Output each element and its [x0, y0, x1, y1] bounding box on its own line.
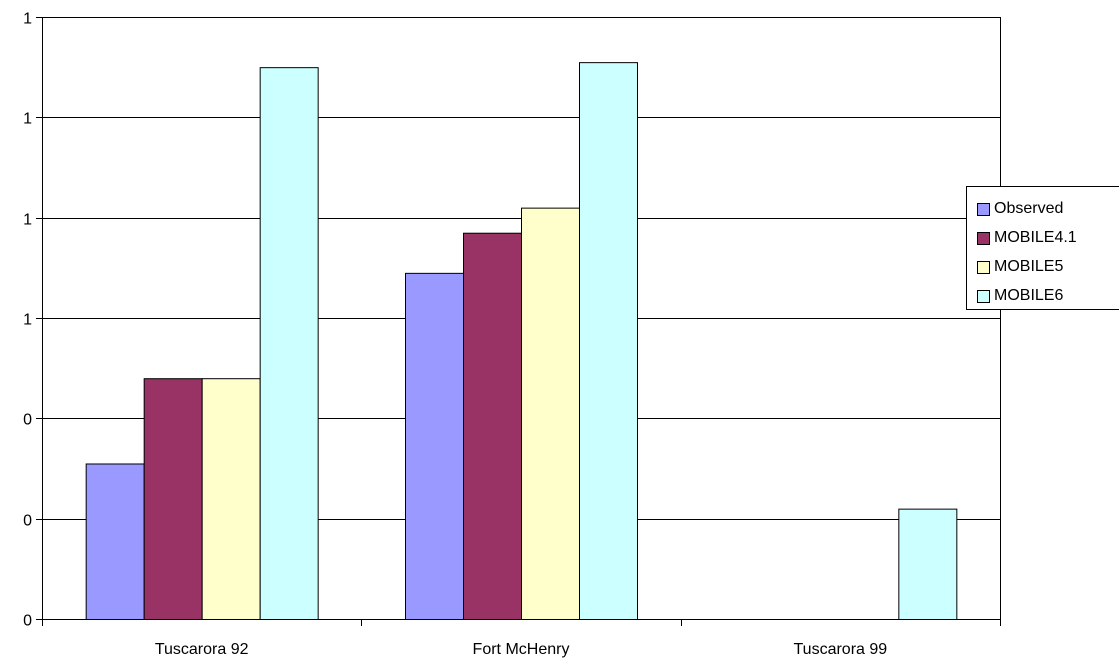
- bar-mobile6-1: [259, 67, 319, 620]
- y-tick-label: 1: [23, 111, 32, 128]
- bar-observed-1: [85, 463, 145, 620]
- bar-observed-2: [405, 272, 464, 620]
- y-tick-labels: 0 0 0 1 1 1 1: [23, 11, 32, 630]
- legend-label: MOBILE4.1: [994, 229, 1077, 246]
- legend-swatch: [977, 202, 990, 216]
- legend-swatch: [977, 260, 990, 274]
- y-tick-label: 1: [23, 312, 32, 329]
- bar-mobile6-3: [898, 508, 958, 620]
- bar-mobile5-1: [201, 378, 261, 621]
- bar-mobile4-1-1: [143, 378, 203, 621]
- bar-mobile5-2: [521, 207, 580, 620]
- bars: [85, 62, 958, 621]
- legend-item-mobile6: MOBILE6: [977, 286, 1063, 306]
- bar-mobile6-2: [579, 62, 638, 620]
- x-tick-labels: Tuscarora 92 Fort McHenry Tuscarora 99: [155, 641, 887, 658]
- legend-item-mobile5: MOBILE5: [977, 257, 1063, 277]
- legend: Observed MOBILE4.1 MOBILE5 MOBILE6: [966, 186, 1119, 310]
- y-tick-label: 1: [23, 11, 32, 28]
- y-tick-label: 0: [23, 412, 32, 429]
- y-tick-label: 1: [23, 212, 32, 229]
- legend-swatch: [977, 289, 990, 303]
- bar-mobile4-1-2: [463, 232, 522, 620]
- legend-label: Observed: [994, 200, 1064, 217]
- y-tick-label: 0: [23, 513, 32, 530]
- axes: [36, 17, 1001, 626]
- legend-item-observed: Observed: [977, 199, 1063, 219]
- x-tick-label: Tuscarora 92: [155, 641, 249, 658]
- x-tick-label: Tuscarora 99: [793, 641, 887, 658]
- y-tick-label: 0: [23, 613, 32, 630]
- legend-item-mobile4-1: MOBILE4.1: [977, 228, 1077, 248]
- legend-label: MOBILE5: [994, 258, 1064, 275]
- legend-swatch: [977, 231, 990, 245]
- legend-label: MOBILE6: [994, 287, 1064, 304]
- x-tick-label: Fort McHenry: [473, 641, 570, 658]
